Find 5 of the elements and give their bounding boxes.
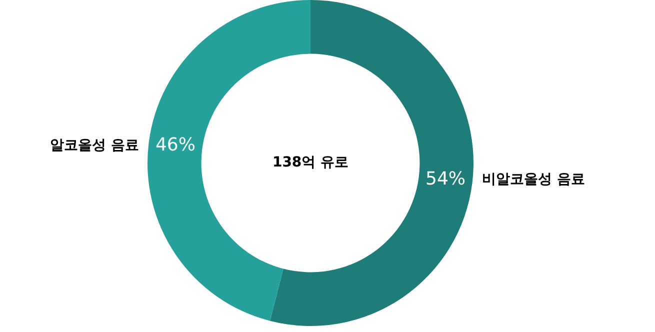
text: 138억 유로 (272, 154, 349, 171)
data-label: 54% (426, 168, 466, 190)
data-label: 46% (155, 134, 196, 156)
slice-label: 알코올성 음료 (50, 138, 139, 154)
slice-label: 비알코올성 음료 (482, 172, 586, 188)
